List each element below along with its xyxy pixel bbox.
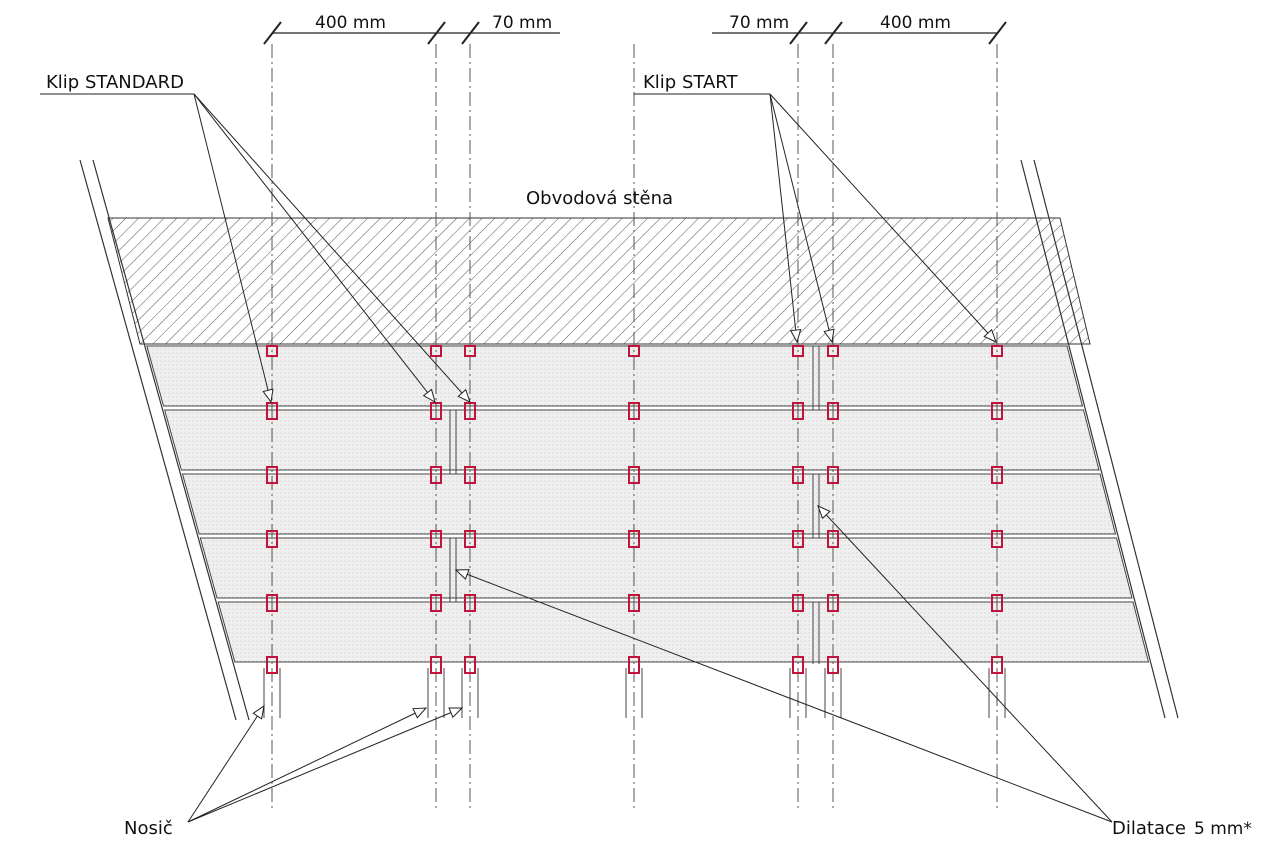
- deck-board: [217, 601, 1150, 663]
- deck-board: [199, 537, 1133, 599]
- clip-standard: [464, 402, 476, 420]
- clip-start: [430, 345, 442, 357]
- label-dilatace-value: 5 mm*: [1194, 819, 1252, 839]
- clip-standard: [991, 656, 1003, 674]
- leader-line: [193, 93, 272, 403]
- clip-standard: [827, 402, 839, 420]
- dimension-left-70: 70 mm: [492, 13, 552, 33]
- clip-standard: [827, 530, 839, 548]
- clips: [266, 345, 1003, 674]
- leader-arrow: [448, 707, 464, 719]
- dilatation-joints: [449, 346, 820, 664]
- clip-standard: [827, 656, 839, 674]
- clip-standard: [430, 594, 442, 612]
- leader-line: [769, 93, 798, 343]
- clip-standard: [792, 402, 804, 420]
- label-wall: Obvodová stěna: [526, 188, 673, 209]
- dilatation-joint: [812, 602, 820, 664]
- dimension-right-70: 70 mm: [729, 13, 789, 33]
- leader-line: [455, 569, 1113, 823]
- dimension-lines: [263, 21, 1007, 45]
- leader-arrow: [252, 704, 265, 720]
- clip-standard: [628, 466, 640, 484]
- leader-arrow: [983, 328, 997, 343]
- clip-standard: [991, 530, 1003, 548]
- clip-start: [991, 345, 1003, 357]
- clip-standard: [430, 530, 442, 548]
- deck-board: [181, 473, 1117, 535]
- clip-start: [464, 345, 476, 357]
- clip-start: [628, 345, 640, 357]
- leader-line: [193, 93, 436, 403]
- label-klip-start: Klip START: [643, 72, 738, 93]
- slanted-edges: [79, 159, 1179, 721]
- leader-arrow: [457, 388, 471, 403]
- label-dilatace: Dilatace: [1112, 818, 1186, 839]
- leader-line: [817, 505, 1113, 823]
- clip-start: [792, 345, 804, 357]
- leader-arrow: [817, 505, 831, 520]
- leader-line: [187, 707, 427, 823]
- deck-board: [146, 345, 1084, 407]
- clip-standard: [628, 402, 640, 420]
- leader-line: [769, 93, 833, 343]
- leader-lines: [187, 93, 1113, 823]
- joists: [263, 44, 1006, 812]
- clip-standard: [628, 594, 640, 612]
- clip-standard: [628, 656, 640, 674]
- clip-standard: [628, 530, 640, 548]
- clip-standard: [266, 530, 278, 548]
- leader-line: [769, 93, 997, 343]
- leader-arrow: [422, 388, 436, 404]
- label-klip-standard: Klip STANDARD: [46, 72, 184, 93]
- leader-line: [187, 705, 265, 823]
- deck-boards: [146, 345, 1150, 663]
- clip-standard: [792, 466, 804, 484]
- dilatation-joint: [812, 346, 820, 410]
- leader-arrow: [823, 328, 835, 344]
- clip-standard: [792, 530, 804, 548]
- leader-arrow: [454, 569, 470, 580]
- clip-standard: [792, 656, 804, 674]
- clip-standard: [266, 594, 278, 612]
- clip-standard: [991, 594, 1003, 612]
- label-nosic: Nosič: [124, 818, 173, 839]
- clip-standard: [266, 466, 278, 484]
- leader-line: [187, 707, 463, 823]
- clip-standard: [266, 402, 278, 420]
- leader-line: [193, 93, 471, 403]
- clip-start: [827, 345, 839, 357]
- leader-arrow: [789, 328, 802, 344]
- clip-standard: [464, 594, 476, 612]
- clip-standard: [991, 466, 1003, 484]
- leader-arrow: [412, 707, 428, 719]
- clip-standard: [991, 402, 1003, 420]
- dimension-left-400: 400 mm: [315, 13, 386, 33]
- clip-start: [266, 345, 278, 357]
- leader-arrow: [262, 388, 274, 404]
- clip-standard: [792, 594, 804, 612]
- clip-standard: [464, 530, 476, 548]
- perimeter-wall: [107, 217, 1091, 345]
- clip-standard: [827, 594, 839, 612]
- clip-standard: [827, 466, 839, 484]
- clip-standard: [430, 656, 442, 674]
- clip-standard: [430, 402, 442, 420]
- dimension-right-400: 400 mm: [880, 13, 951, 33]
- clip-standard: [266, 656, 278, 674]
- clip-standard: [464, 656, 476, 674]
- deck-board: [163, 409, 1100, 471]
- clip-standard: [430, 466, 442, 484]
- dilatation-joint: [449, 410, 457, 474]
- clip-standard: [464, 466, 476, 484]
